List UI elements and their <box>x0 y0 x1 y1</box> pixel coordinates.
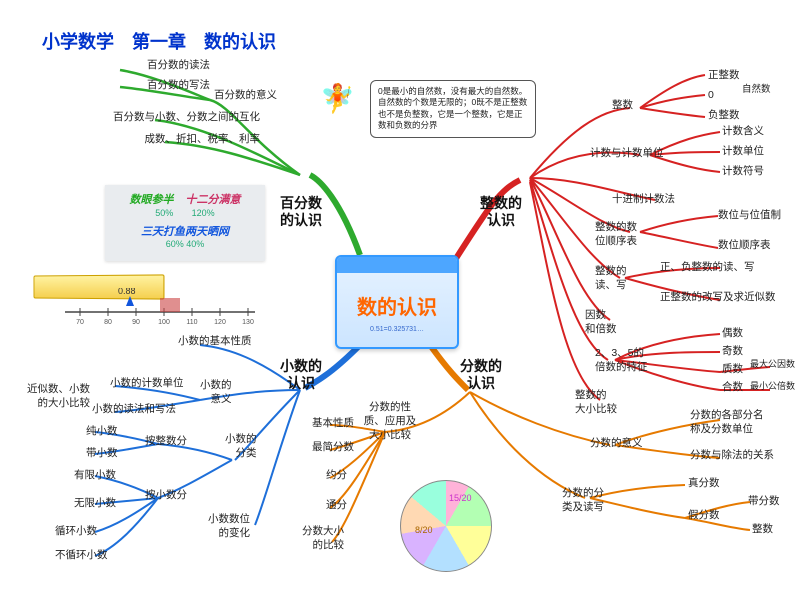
leaf: 分数与除法的关系 <box>690 448 774 462</box>
leaf: 百分数的写法 <box>120 78 210 92</box>
svg-text:100: 100 <box>158 319 170 326</box>
leaf: 计数与计数单位 <box>590 146 664 160</box>
leaf: 因数和倍数 <box>585 308 617 336</box>
leaf: 整数的数位顺序表 <box>595 220 637 248</box>
leaf: 有限小数 <box>74 468 116 482</box>
leaf: 分数的各部分名称及分数单位 <box>690 408 764 436</box>
leaf: 整数 <box>752 522 773 536</box>
page-title: 小学数学 第一章 数的认识 <box>42 28 276 54</box>
leaf: 最简分数 <box>312 440 354 454</box>
leaf: 小数的分类 <box>225 432 257 460</box>
leaf: 小数的读法和写法 <box>92 402 176 416</box>
leaf: 无限小数 <box>74 496 116 510</box>
callout-text: 0是最小的自然数，没有最大的自然数。自然数的个数是无限的；0既不是正整数也不是负… <box>370 80 536 138</box>
leaf: 小数的意义 <box>200 378 232 406</box>
leaf: 自然数 <box>742 84 771 97</box>
leaf: 基本性质 <box>312 416 354 430</box>
leaf: 带小数 <box>86 446 118 460</box>
leaf: 通分 <box>326 498 347 512</box>
branch-fraction: 分数的认识 <box>460 358 502 392</box>
leaf: 计数含义 <box>722 124 764 138</box>
branch-integer: 整数的认识 <box>480 195 522 229</box>
leaf: 质数 <box>722 362 743 376</box>
leaf: 小数的基本性质 <box>178 334 252 348</box>
center-label: 数的认识 <box>337 291 457 320</box>
leaf: 奇数 <box>722 344 743 358</box>
leaf: 循环小数 <box>55 524 97 538</box>
leaf: 正、负整数的读、写 <box>660 260 755 274</box>
leaf: 分数的意义 <box>590 436 643 450</box>
leaf: 带分数 <box>748 494 780 508</box>
leaf: 约分 <box>326 468 347 482</box>
center-topic: 数的认识 0.51=0.325731… <box>335 255 459 349</box>
leaf: 分数大小的比较 <box>302 524 344 552</box>
svg-text:110: 110 <box>186 319 197 326</box>
fairy-icon: 🧚 <box>320 82 355 115</box>
leaf: 数位与位值制 <box>718 208 781 222</box>
svg-text:130: 130 <box>242 319 254 326</box>
leaf: 百分数与小数、分数之间的互化 <box>60 110 260 124</box>
leaf: 真分数 <box>688 476 720 490</box>
leaf: 整数 <box>612 98 633 112</box>
leaf: 分数的分类及读写 <box>562 486 604 514</box>
leaf: 按整数分 <box>145 434 187 448</box>
leaf: 百分数的意义 <box>214 88 277 102</box>
leaf: 假分数 <box>688 508 720 522</box>
leaf: 百分数的读法 <box>120 58 210 72</box>
leaf: 2、3、5的倍数的特征 <box>595 346 648 374</box>
leaf: 不循环小数 <box>55 548 108 562</box>
leaf: 小数数位的变化 <box>208 512 250 540</box>
leaf: 数位顺序表 <box>718 238 771 252</box>
leaf: 0 <box>708 88 714 102</box>
leaf: 最小公倍数 <box>750 380 795 392</box>
branch-percent: 百分数的认识 <box>280 195 322 229</box>
leaf: 小数的计数单位 <box>110 376 184 390</box>
leaf: 正整数 <box>708 68 740 82</box>
svg-text:120: 120 <box>214 319 226 326</box>
leaf: 最大公因数 <box>750 358 795 370</box>
svg-text:80: 80 <box>104 319 112 326</box>
leaf: 计数符号 <box>722 164 764 178</box>
svg-text:70: 70 <box>76 319 84 326</box>
leaf: 成数、折扣、税率、利率 <box>100 132 260 146</box>
leaf: 整数的读、写 <box>595 264 627 292</box>
pie-chart: 15/20 8/20 <box>400 480 492 572</box>
leaf: 分数的性质、应用及大小比较 <box>360 400 420 443</box>
leaf: 偶数 <box>722 326 743 340</box>
leaf: 纯小数 <box>86 424 118 438</box>
leaf: 计数单位 <box>722 144 764 158</box>
idiom-box: 数眼参半十二分满意 50% 120% 三天打鱼两天晒网 60% 40% <box>105 185 265 261</box>
number-line: 0.88 70 80 90 100 110 120 130 <box>60 288 260 328</box>
leaf: 合数 <box>722 380 743 394</box>
svg-text:0.88: 0.88 <box>118 288 136 296</box>
leaf: 按小数分 <box>145 488 187 502</box>
leaf: 近似数、小数的大小比较 <box>20 382 90 410</box>
leaf: 正整数的改写及求近似数 <box>660 290 776 304</box>
leaf: 十进制计数法 <box>612 192 675 206</box>
svg-text:90: 90 <box>132 319 140 326</box>
leaf: 整数的大小比较 <box>575 388 617 416</box>
branch-decimal: 小数的认识 <box>280 358 322 392</box>
leaf: 负整数 <box>708 108 740 122</box>
